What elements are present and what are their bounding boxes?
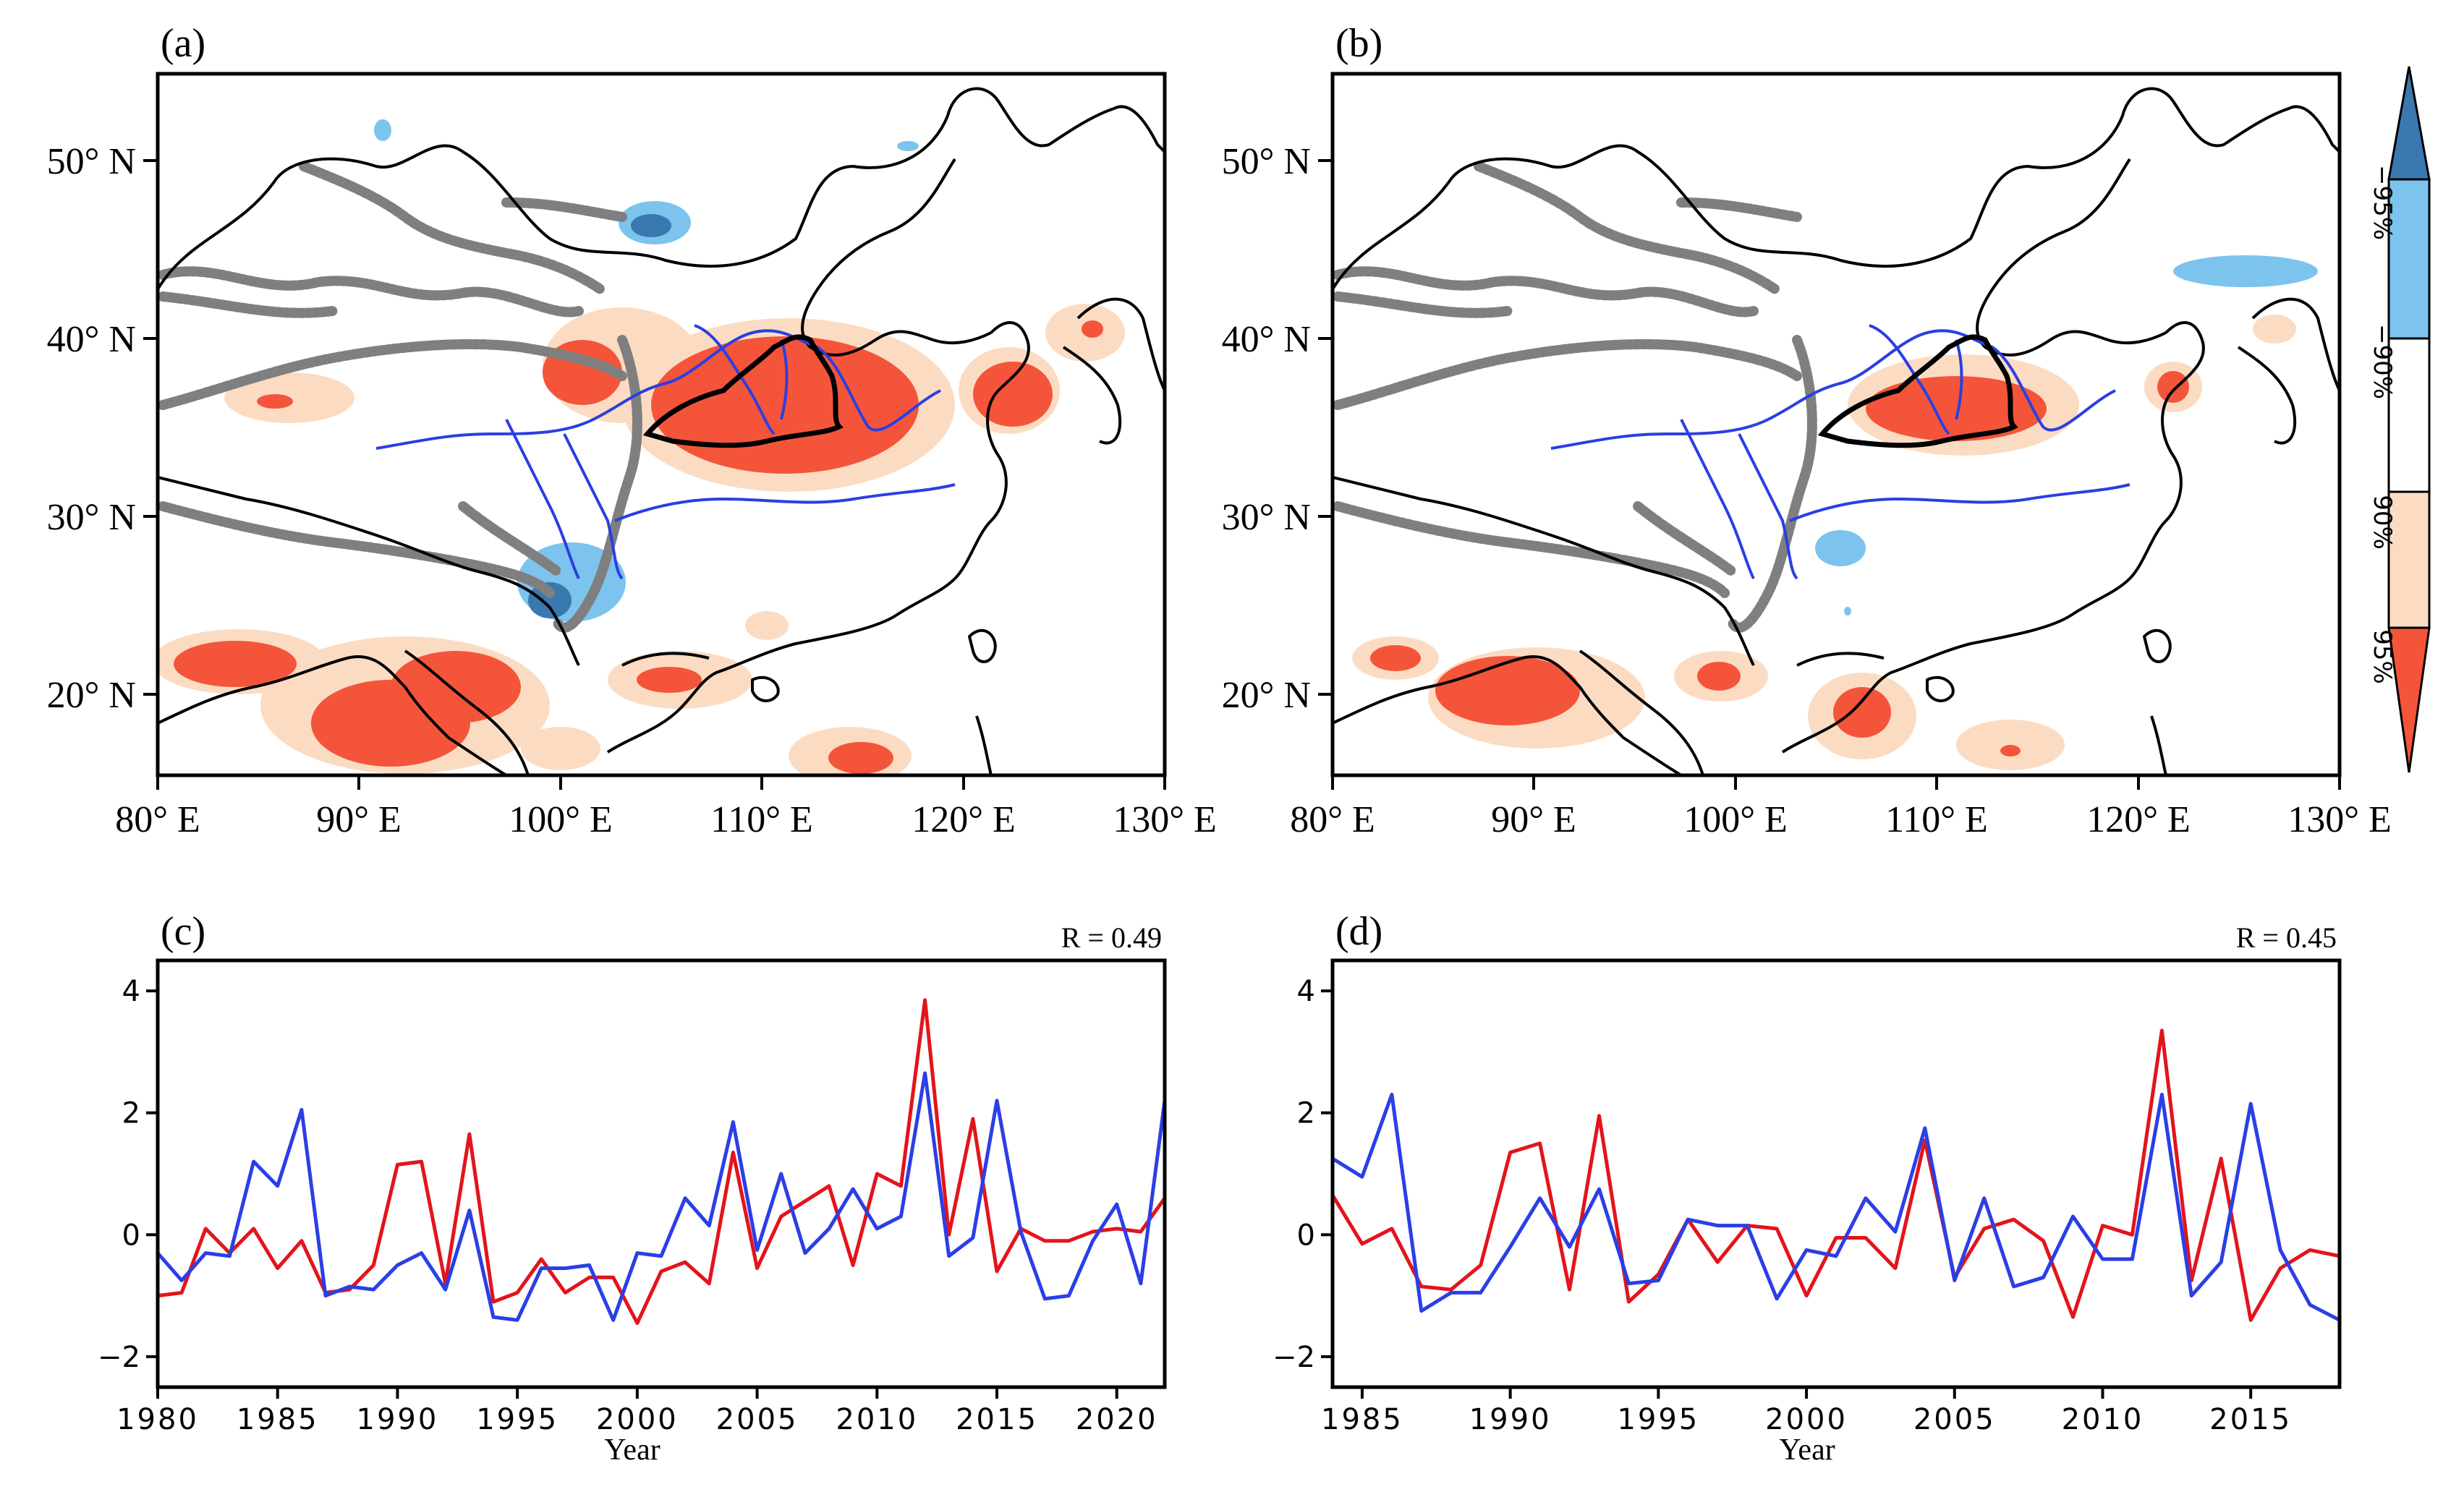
lat-tick-label-b: 50° N — [1222, 141, 1311, 182]
map-panel-b: (b) — [1222, 21, 2392, 840]
x-tick-label: 1980 — [116, 1403, 199, 1436]
correlation-annotation: R = 0.49 — [1061, 921, 1162, 954]
x-tick-label: 2010 — [2062, 1403, 2144, 1436]
series-line-red — [1333, 1028, 2340, 1322]
plot-frame-d — [1330, 958, 2342, 1389]
colorbar-label: 90% — [2368, 495, 2397, 550]
x-tick-label: 2000 — [596, 1403, 679, 1436]
lon-tick-label-a: 120° E — [912, 799, 1016, 840]
colorbar-segment — [2387, 178, 2431, 340]
lat-ticks-a: 50° N 40° N 30° N 20° N — [47, 141, 158, 716]
panel-letter-b: (b) — [1335, 21, 1382, 66]
colorbar-label: −90% — [2368, 324, 2397, 399]
series-line-red — [158, 998, 1165, 1325]
lon-tick-label-a: 110° E — [710, 799, 813, 840]
series-group-d — [1333, 1028, 2340, 1322]
lon-tick-label-a: 130° E — [1113, 799, 1217, 840]
y-tick-label: 4 — [1297, 975, 1315, 1008]
negative-shading-b — [1815, 255, 2318, 615]
rivers-a — [375, 324, 956, 580]
timeseries-panel-c: (c) R = 0.49 4 2 0 −2 1980 1985 1990 1995 2000 2005… — [98, 909, 1167, 1467]
y-tick-label: 4 — [122, 975, 140, 1008]
plot-frame-c — [156, 958, 1167, 1389]
y-tick-label: 0 — [122, 1219, 140, 1252]
panel-letter-c: (c) — [161, 909, 205, 954]
x-tick-label: 2000 — [1765, 1403, 1848, 1436]
map-panel-a: (a) — [47, 21, 1217, 840]
lat-tick-label-a: 40° N — [47, 319, 136, 360]
map-b-content — [1333, 87, 2340, 775]
lon-tick-label-a: 90° E — [316, 799, 402, 840]
lat-tick-label-b: 30° N — [1222, 497, 1311, 538]
colorbar-segment-top — [2387, 66, 2431, 181]
lat-tick-label-a: 20° N — [47, 675, 136, 716]
y-tick-label: 2 — [1297, 1097, 1315, 1130]
x-tick-label: 2005 — [716, 1403, 799, 1436]
lon-tick-label-b: 90° E — [1491, 799, 1576, 840]
colorbar-label: −95% — [2368, 165, 2397, 240]
series-group-c — [158, 998, 1165, 1325]
colorbar-segment — [2387, 337, 2431, 493]
colorbar-label: 95% — [2368, 629, 2397, 684]
x-tick-label: 2020 — [1076, 1403, 1158, 1436]
x-tick-label: 2015 — [956, 1403, 1038, 1436]
x-tick-label: 1985 — [1321, 1403, 1403, 1436]
lat-tick-label-a: 30° N — [47, 497, 136, 538]
lon-tick-label-b: 110° E — [1885, 799, 1988, 840]
lat-tick-label-a: 50° N — [47, 141, 136, 182]
rivers-b — [1550, 324, 2130, 580]
study-region-outline-b — [1817, 334, 2018, 448]
map-frame-a — [156, 72, 1167, 777]
x-tick-label: 2010 — [836, 1403, 918, 1436]
significance-95-shading-b — [1370, 371, 2189, 756]
lon-tick-label-b: 100° E — [1683, 799, 1788, 840]
x-tick-label: 2005 — [1913, 1403, 1996, 1436]
lat-tick-label-b: 40° N — [1222, 319, 1311, 360]
significance-90-shading-a — [158, 304, 1125, 775]
coastline-a — [158, 87, 1165, 775]
y-tick-label: 0 — [1297, 1219, 1315, 1252]
coastline-b — [1333, 87, 2340, 775]
map-frame-b — [1330, 72, 2342, 777]
lat-ticks-b: 50° N 40° N 30° N 20° N — [1222, 141, 1333, 716]
study-region-outline-a — [642, 334, 844, 448]
x-tick-label: 1995 — [476, 1403, 558, 1436]
significance-95-shading-a — [174, 320, 1103, 774]
y-tick-label: −2 — [1273, 1341, 1315, 1374]
colorbar: −95% −90% 90% 95% — [2368, 66, 2431, 773]
lon-tick-label-b: 80° E — [1290, 799, 1375, 840]
x-axis-label: Year — [604, 1433, 660, 1467]
terrain-contour-b — [1333, 161, 1817, 633]
map-a-content — [158, 87, 1165, 775]
lat-tick-label-b: 20° N — [1222, 675, 1311, 716]
colorbar-segment-bottom — [2387, 626, 2431, 773]
x-tick-label: 1985 — [237, 1403, 319, 1436]
lon-tick-label-b: 120° E — [2086, 799, 2191, 840]
lon-tick-label-a: 80° E — [115, 799, 200, 840]
y-tick-label: 2 — [122, 1097, 140, 1130]
y-tick-label: −2 — [98, 1341, 140, 1374]
lon-ticks-a: 80° E 90° E 100° E 110° E 120° E 130° E — [115, 775, 1217, 840]
correlation-annotation: R = 0.45 — [2236, 921, 2337, 954]
x-tick-label: 2015 — [2209, 1403, 2292, 1436]
series-line-blue — [1333, 1092, 2340, 1322]
series-line-blue — [158, 1071, 1165, 1322]
x-tick-label: 1990 — [357, 1403, 439, 1436]
lon-tick-label-a: 100° E — [509, 799, 613, 840]
lon-ticks-b: 80° E 90° E 100° E 110° E 120° E 130° E — [1290, 775, 2392, 840]
panel-letter-d: (d) — [1335, 909, 1382, 954]
lon-tick-label-b: 130° E — [2287, 799, 2392, 840]
x-tick-label: 1995 — [1617, 1403, 1699, 1436]
x-tick-label: 1990 — [1469, 1403, 1552, 1436]
panel-letter-a: (a) — [161, 21, 205, 66]
x-axis-label: Year — [1779, 1433, 1835, 1467]
